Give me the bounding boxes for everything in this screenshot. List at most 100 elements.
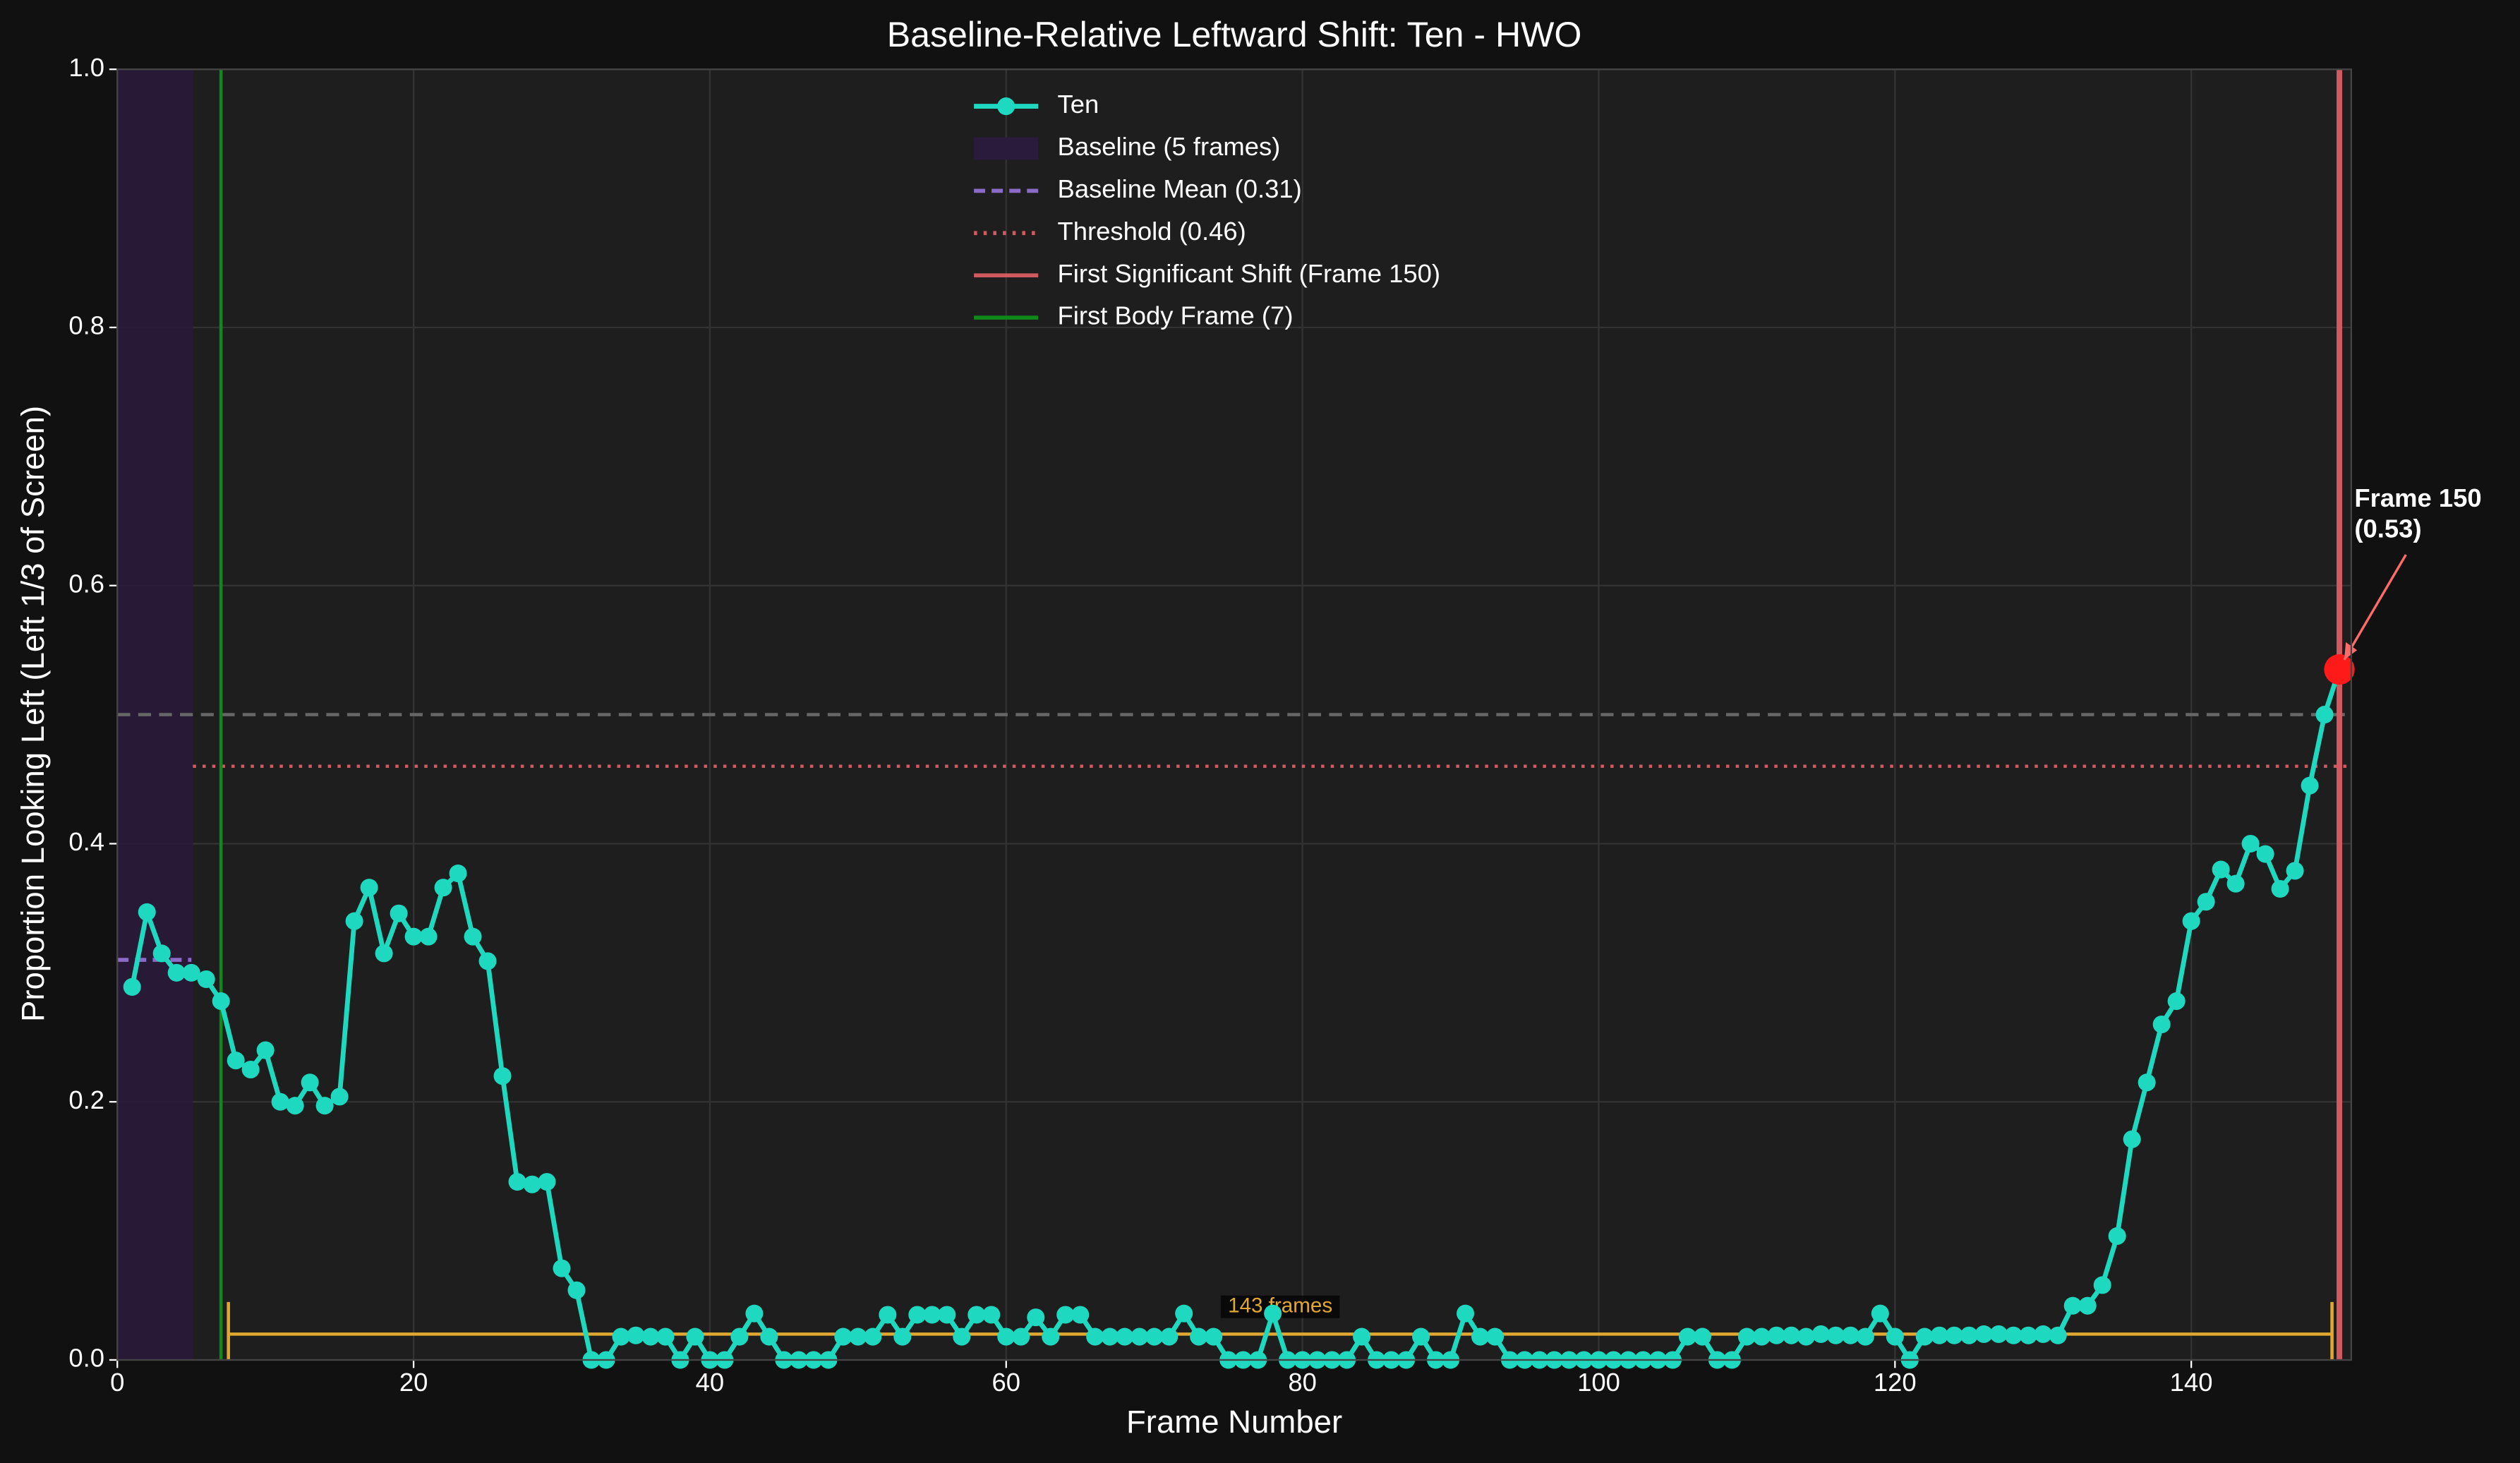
data-point — [2197, 893, 2215, 911]
data-point — [1056, 1306, 1075, 1324]
data-point — [1471, 1327, 1490, 1346]
x-tick-label: 80 — [1288, 1368, 1317, 1397]
data-point — [360, 879, 378, 897]
data-point — [1264, 1304, 1282, 1323]
data-point — [2004, 1326, 2022, 1344]
annotation-text: Frame 150 — [2354, 483, 2481, 512]
data-point — [2286, 862, 2304, 880]
data-point — [345, 912, 363, 930]
data-point — [404, 927, 423, 946]
data-point — [2034, 1325, 2052, 1343]
data-point — [1042, 1327, 1060, 1346]
data-point — [953, 1327, 971, 1346]
data-point — [1027, 1308, 1045, 1327]
legend-label: First Significant Shift (Frame 150) — [1058, 259, 1440, 288]
data-point — [2315, 706, 2334, 724]
data-point — [1485, 1327, 1505, 1346]
data-point — [567, 1281, 586, 1299]
data-point — [301, 1073, 319, 1092]
data-point — [271, 1092, 289, 1111]
highlight-point — [2324, 654, 2355, 685]
data-point — [1826, 1326, 1845, 1344]
data-point — [760, 1327, 778, 1346]
data-point — [982, 1306, 1001, 1324]
legend-swatch — [974, 137, 1039, 160]
data-point — [434, 879, 452, 897]
data-point — [849, 1327, 867, 1346]
data-point — [1841, 1326, 1859, 1344]
y-tick-label: 0.0 — [68, 1344, 104, 1373]
x-tick-label: 100 — [1577, 1368, 1620, 1397]
y-tick-label: 0.8 — [68, 311, 104, 340]
data-point — [2212, 860, 2230, 879]
data-point — [1752, 1327, 1771, 1346]
data-point — [256, 1041, 275, 1059]
data-point — [1737, 1327, 1756, 1346]
data-point — [197, 970, 215, 989]
data-point — [2108, 1227, 2126, 1245]
x-tick-label: 60 — [992, 1368, 1021, 1397]
data-point — [1871, 1304, 1889, 1323]
data-point — [1086, 1327, 1104, 1346]
data-point — [612, 1327, 630, 1346]
data-point — [2093, 1276, 2111, 1294]
legend-label: Threshold (0.46) — [1058, 217, 1246, 246]
y-tick-label: 0.2 — [68, 1085, 104, 1114]
data-point — [2301, 776, 2319, 795]
legend-label: Ten — [1058, 90, 1099, 119]
data-point — [138, 903, 156, 921]
data-point — [656, 1327, 675, 1346]
data-point — [893, 1327, 912, 1346]
data-point — [1116, 1327, 1134, 1346]
data-point — [464, 927, 482, 946]
data-point — [627, 1326, 645, 1344]
data-point — [1145, 1327, 1164, 1346]
data-point — [212, 992, 230, 1011]
data-point — [152, 944, 171, 963]
data-point — [1131, 1327, 1149, 1346]
data-point — [1101, 1327, 1119, 1346]
data-point — [419, 927, 438, 946]
data-point — [938, 1306, 956, 1324]
data-point — [2049, 1326, 2067, 1344]
data-point — [167, 963, 186, 982]
chart-title: Baseline-Relative Leftward Shift: Ten - … — [887, 15, 1582, 54]
data-point — [908, 1306, 927, 1324]
axes-frame — [116, 68, 2353, 1361]
y-axis-label: Proportion Looking Left (Left 1/3 of Scr… — [15, 406, 51, 1022]
data-point — [967, 1306, 986, 1324]
data-point — [241, 1060, 260, 1079]
x-axis-label: Frame Number — [1126, 1404, 1342, 1440]
y-tick-label: 0.6 — [68, 569, 104, 598]
data-point — [227, 1052, 245, 1070]
data-point — [1412, 1327, 1430, 1346]
legend-label: Baseline (5 frames) — [1058, 132, 1281, 161]
data-point — [2271, 879, 2289, 898]
data-point — [2182, 912, 2200, 930]
data-point — [478, 952, 497, 970]
x-tick-label: 0 — [110, 1368, 124, 1397]
data-point — [2226, 874, 2245, 893]
data-point — [2063, 1296, 2082, 1315]
legend-label: Baseline Mean (0.31) — [1058, 174, 1302, 203]
data-point — [1915, 1327, 1934, 1346]
data-point — [315, 1097, 334, 1115]
y-tick-label: 1.0 — [68, 53, 104, 82]
annotation-arrow — [2343, 554, 2407, 661]
data-point — [1960, 1326, 1978, 1344]
annotation-text: (0.53) — [2354, 514, 2421, 543]
data-point — [1693, 1327, 1711, 1346]
data-point — [123, 977, 141, 996]
data-point — [923, 1306, 941, 1324]
data-point — [375, 944, 393, 963]
data-point — [997, 1327, 1015, 1346]
data-point — [1160, 1327, 1178, 1346]
data-point — [879, 1306, 897, 1324]
data-point — [2167, 992, 2186, 1011]
data-point — [2152, 1015, 2171, 1034]
data-point — [1457, 1304, 1475, 1323]
data-point — [523, 1175, 541, 1193]
data-point — [1975, 1325, 1993, 1343]
x-tick-label: 40 — [696, 1368, 725, 1397]
